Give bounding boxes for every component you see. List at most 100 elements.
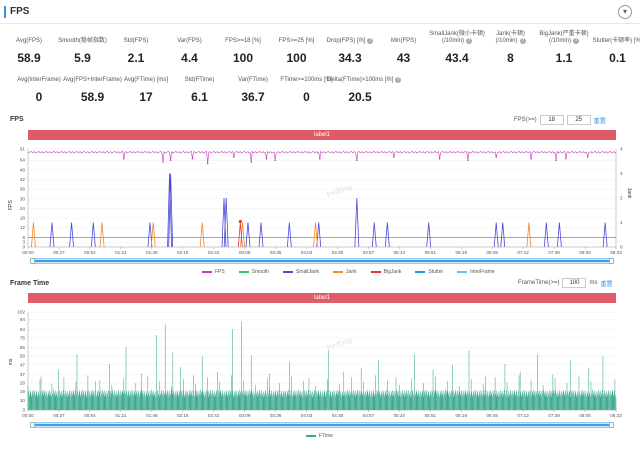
ftime-threshold-input[interactable]: 100 xyxy=(562,278,587,288)
stat-value: 17 xyxy=(139,90,153,104)
watermark: PerfDog xyxy=(326,184,353,199)
legend-label: InterFrame xyxy=(470,269,495,275)
stat-card: BigJank(严重卡顿) (/10min)? 1.1 xyxy=(531,31,597,65)
y-tick-label: 0 xyxy=(22,245,25,250)
chevron-down-icon[interactable]: ▾ xyxy=(618,5,632,19)
stat-label-line: Min(FPS) xyxy=(390,38,417,44)
x-tick-label: 02:42 xyxy=(208,413,220,418)
y-tick-label: 47 xyxy=(20,362,26,367)
stat-label-line: Delta(FTime)>100ms [/h]? xyxy=(327,77,402,83)
stat-card: Avg(FTime) [ms] 17 xyxy=(113,70,179,104)
fps-threshold-label: FPS(>=) xyxy=(514,117,537,123)
x-tick-label: 04:30 xyxy=(332,250,344,255)
help-icon[interactable]: ? xyxy=(466,38,472,44)
y2-tick-label: 1 xyxy=(620,220,623,225)
legend-swatch xyxy=(457,271,468,273)
ftime-legend: FTime xyxy=(306,433,333,439)
x-tick-label: 05:24 xyxy=(394,413,406,418)
ftime-label-bar: label1 xyxy=(28,293,616,303)
x-tick-label: 05:51 xyxy=(425,250,437,255)
smalljank-event-mark xyxy=(258,222,264,248)
fps-chart: 03612182430364248546101234FPSJankPerfDog… xyxy=(8,147,632,256)
y-tick-label: 61 xyxy=(20,147,26,152)
ftime-chart: 0 10 19 28 37 47 56 65 75 84 94 102 ms PerfDog 00:00 00… xyxy=(8,310,622,419)
x-tick-label: 07:39 xyxy=(548,413,560,418)
smalljank-event-mark xyxy=(49,222,55,248)
jank-event-mark xyxy=(526,222,532,248)
stat-label-line: Std(FPS) xyxy=(123,38,149,44)
smalljank-event-mark xyxy=(147,222,153,248)
help-icon[interactable]: ? xyxy=(573,38,579,44)
y-tick-label: 102 xyxy=(17,310,25,315)
fps-dip-point xyxy=(265,157,268,160)
x-tick-label: 02:15 xyxy=(177,250,189,255)
stat-label-line: Std(FTime) xyxy=(184,77,215,83)
legend-item[interactable]: Smooth xyxy=(238,269,269,275)
legend-item[interactable]: Stutter xyxy=(415,269,443,275)
fps-threshold-input-a[interactable]: 18 xyxy=(539,115,564,125)
x-tick-label: 00:54 xyxy=(84,413,96,418)
fps-range-handle-right[interactable] xyxy=(609,258,614,264)
legend-item[interactable]: FTime xyxy=(306,433,333,439)
fps-dip-point xyxy=(565,157,567,160)
fps-range-slider[interactable] xyxy=(30,258,614,264)
stat-card: Jank(卡顿) (/10min)? 8 xyxy=(478,31,544,65)
ftime-reset-link[interactable]: 重置 xyxy=(600,281,613,288)
smalljank-event-mark xyxy=(90,222,96,248)
stat-value: 1.1 xyxy=(555,51,573,65)
y2-axis-label: Jank xyxy=(626,188,632,199)
stat-card: Min(FPS) 43 xyxy=(371,31,437,65)
help-icon[interactable]: ? xyxy=(519,38,526,44)
stat-label: Smooth(稳帧指数) xyxy=(50,38,116,45)
fps-threshold-input-b[interactable]: 25 xyxy=(566,115,591,125)
smalljank-event-mark xyxy=(69,222,74,248)
y-tick-label: 0 xyxy=(22,408,25,413)
stat-value: 0 xyxy=(35,90,43,104)
stat-label-line: (/10min)? xyxy=(548,38,579,44)
smalljank-event-mark xyxy=(500,222,506,248)
x-tick-label: 04:03 xyxy=(301,413,313,418)
legend-item[interactable]: FPS xyxy=(202,269,225,275)
stat-value: 6.1 xyxy=(191,90,208,104)
x-tick-label: 06:45 xyxy=(486,413,498,418)
smalljank-event-mark xyxy=(286,222,292,248)
stat-card: Stutter(卡顿率) [%] 0.1 xyxy=(585,31,640,65)
fps-dip-point xyxy=(467,159,469,162)
fps-range-handle-left[interactable] xyxy=(30,258,35,264)
legend-item[interactable]: SmallJank xyxy=(282,269,320,275)
stat-label: Avg(InterFrame) xyxy=(6,77,72,84)
stat-label: FPS>=25 [%] xyxy=(264,38,330,45)
stat-card: Drop(FPS) [/h]? 34.3 xyxy=(317,31,383,65)
fps-reset-link[interactable]: 重置 xyxy=(593,118,606,125)
fps-range-thumb[interactable] xyxy=(33,260,611,262)
stat-label-line: Var(FPS) xyxy=(177,38,202,44)
ftime-section-title: Frame Time xyxy=(10,280,50,287)
legend-item[interactable]: InterFrame xyxy=(457,269,495,275)
x-tick-label: 08:33 xyxy=(610,413,622,418)
stat-value: 5.9 xyxy=(74,51,91,65)
ftime-range-slider[interactable] xyxy=(30,422,614,428)
stat-card: Avg(FPS+InterFrame) 58.9 xyxy=(60,70,126,104)
x-tick-label: 02:42 xyxy=(208,250,220,255)
legend-label: Stutter xyxy=(428,269,444,275)
ftime-range-handle-right[interactable] xyxy=(609,422,614,428)
legend-swatch xyxy=(306,435,316,437)
smalljank-event-mark xyxy=(371,222,377,248)
stat-label: FPS>=18 [%] xyxy=(210,38,276,45)
ftime-range-handle-left[interactable] xyxy=(30,422,35,428)
y-axis-label: FPS xyxy=(8,199,14,209)
stat-label: Var(FPS) xyxy=(157,38,223,45)
help-icon[interactable]: ? xyxy=(367,38,374,44)
legend-label: SmallJank xyxy=(295,269,320,275)
stat-label: Avg(FPS) xyxy=(0,38,62,45)
stat-value: 4.4 xyxy=(181,51,198,65)
y2-tick-label: 4 xyxy=(620,147,623,152)
watermark: PerfDog xyxy=(326,337,353,352)
x-tick-label: 05:24 xyxy=(394,250,406,255)
help-icon[interactable]: ? xyxy=(395,77,402,83)
legend-item[interactable]: BigJank xyxy=(370,269,401,275)
bigjank-event-mark xyxy=(237,222,243,248)
legend-item[interactable]: Jank xyxy=(333,269,357,275)
x-tick-label: 02:15 xyxy=(177,413,189,418)
ftime-range-thumb[interactable] xyxy=(33,424,611,426)
